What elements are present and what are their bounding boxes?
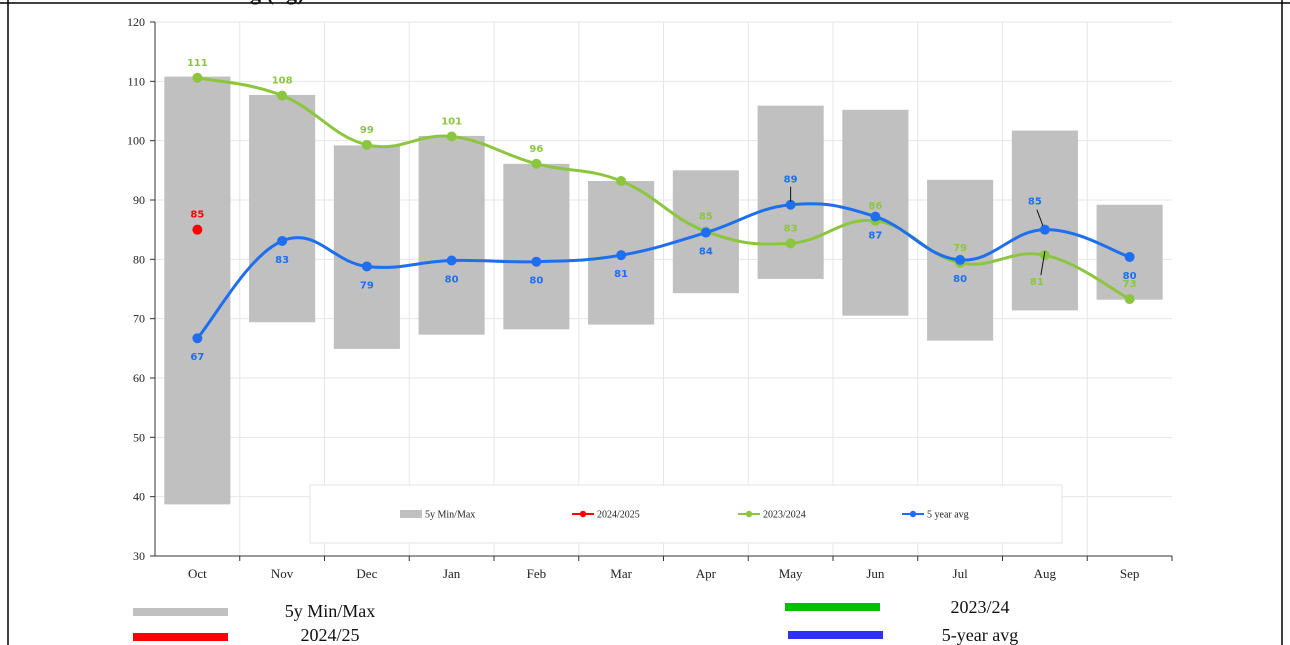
- data-label-5yr-avg: 83: [275, 255, 289, 266]
- data-label-2023-2024: 101: [441, 117, 462, 128]
- data-label-5yr-avg: 84: [699, 247, 713, 258]
- outer-legend-label: 2024/25: [300, 625, 359, 645]
- series-point-5yr-avg: [361, 261, 372, 272]
- inner-legend-swatch-dot: [579, 510, 587, 518]
- x-tick-label: Jul: [953, 566, 969, 581]
- series-point-5yr-avg: [1039, 224, 1050, 235]
- inner-legend-swatch-dot: [745, 510, 753, 518]
- x-tick-label: Feb: [527, 566, 547, 581]
- x-tick-label: Jan: [443, 566, 461, 581]
- y-tick-label: 90: [133, 193, 145, 207]
- series-point-5yr-avg: [785, 199, 796, 210]
- leader-line: [1036, 209, 1044, 226]
- data-label-2023-2024: 111: [187, 58, 208, 69]
- x-tick-label: Nov: [271, 566, 294, 581]
- data-label-5yr-avg: 80: [445, 275, 459, 286]
- x-tick-label: May: [779, 566, 803, 581]
- minmax-bar: [333, 145, 400, 349]
- data-label-2023-2024: 73: [1123, 279, 1137, 290]
- inner-legend-swatch-bar: [400, 510, 422, 518]
- minmax-bar: [249, 94, 316, 323]
- x-tick-label: Oct: [188, 566, 207, 581]
- y-tick-label: 50: [133, 430, 145, 444]
- series-point-5yr-avg: [192, 333, 203, 344]
- series-point-5yr-avg: [700, 227, 711, 238]
- series-point-5yr-avg: [955, 254, 966, 265]
- series-point-5yr-avg: [870, 211, 881, 222]
- series-point-5yr-avg: [616, 250, 627, 261]
- data-label-5yr-avg: 67: [190, 352, 204, 363]
- data-label-5yr-avg: 87: [868, 231, 882, 242]
- series-point-2023-2024: [531, 158, 542, 169]
- series-point-2023-2024: [616, 176, 627, 187]
- series-point-2023-2024: [277, 90, 288, 101]
- minmax-bar: [503, 163, 570, 330]
- series-point-5yr-avg: [1124, 251, 1135, 262]
- data-label-2023-2024: 81: [1030, 277, 1044, 288]
- series-point-2023-2024: [1124, 294, 1135, 305]
- series-line-5yr-avg: [196, 202, 1131, 340]
- series-point-5yr-avg: [531, 256, 542, 267]
- data-label-2023-2024: 108: [272, 76, 293, 87]
- minmax-bar: [418, 135, 485, 335]
- outer-legend-swatch: [785, 603, 880, 611]
- data-label-2023-2024: 96: [529, 144, 543, 155]
- minmax-bar: [164, 76, 231, 505]
- outer-legend-swatch: [133, 608, 228, 616]
- data-label-5yr-avg: 89: [784, 175, 798, 186]
- y-tick-label: 40: [133, 490, 145, 504]
- inner-legend-label: 5 year avg: [927, 510, 969, 521]
- data-label-5yr-avg: 79: [360, 280, 374, 291]
- y-tick-label: 120: [127, 15, 145, 29]
- data-label-2023-2024: 99: [360, 125, 374, 136]
- series-point-2023-2024: [192, 72, 203, 83]
- data-label-2023-2024: 86: [868, 201, 882, 212]
- data-label-2024-2025: 85: [190, 210, 204, 221]
- data-label-5yr-avg: 81: [614, 269, 628, 280]
- series-point-2023-2024: [361, 139, 372, 150]
- series-point-5yr-avg: [277, 235, 288, 246]
- outer-legend-label: 5y Min/Max: [285, 601, 376, 621]
- y-tick-label: 30: [133, 549, 145, 563]
- x-tick-label: Mar: [610, 566, 632, 581]
- x-tick-label: Sep: [1120, 566, 1140, 581]
- outer-legend-swatch: [788, 631, 883, 639]
- outer-legend-label: 2023/24: [950, 597, 1009, 617]
- leader-line: [1040, 251, 1046, 276]
- y-tick-label: 100: [127, 134, 145, 148]
- y-tick-label: 70: [133, 312, 145, 326]
- inner-legend-label: 5y Min/Max: [425, 510, 475, 521]
- series-point-5yr-avg: [446, 255, 457, 266]
- series-point-2023-2024: [785, 238, 796, 249]
- data-label-5yr-avg: 80: [953, 274, 967, 285]
- inner-legend-label: 2023/2024: [763, 510, 806, 521]
- x-tick-label: Apr: [696, 566, 717, 581]
- minmax-bar: [1011, 130, 1078, 311]
- data-label-5yr-avg: 85: [1028, 197, 1042, 208]
- series-point-2023-2024: [446, 131, 457, 142]
- data-label-5yr-avg: 80: [529, 276, 543, 287]
- inner-legend-box: [309, 484, 1063, 544]
- outer-legend-swatch: [133, 633, 228, 641]
- data-label-2023-2024: 85: [699, 211, 713, 222]
- x-tick-label: Aug: [1034, 566, 1057, 581]
- y-tick-label: 60: [133, 371, 145, 385]
- x-tick-label: Jun: [866, 566, 885, 581]
- data-label-2023-2024: 79: [953, 243, 967, 254]
- inner-legend-swatch-dot: [909, 510, 917, 518]
- data-label-5yr-avg: 80: [1123, 271, 1137, 282]
- outer-legend-label: 5-year avg: [942, 625, 1018, 645]
- chart-title: g (kg): [250, 0, 304, 5]
- inner-legend-label: 2024/2025: [597, 510, 640, 521]
- data-label-2023-2024: 83: [784, 223, 798, 234]
- x-tick-label: Dec: [356, 566, 377, 581]
- y-tick-label: 110: [127, 74, 145, 88]
- y-tick-label: 80: [133, 252, 145, 266]
- series-point-2024-2025: [192, 224, 203, 235]
- series-point-2023-2024: [1039, 250, 1050, 261]
